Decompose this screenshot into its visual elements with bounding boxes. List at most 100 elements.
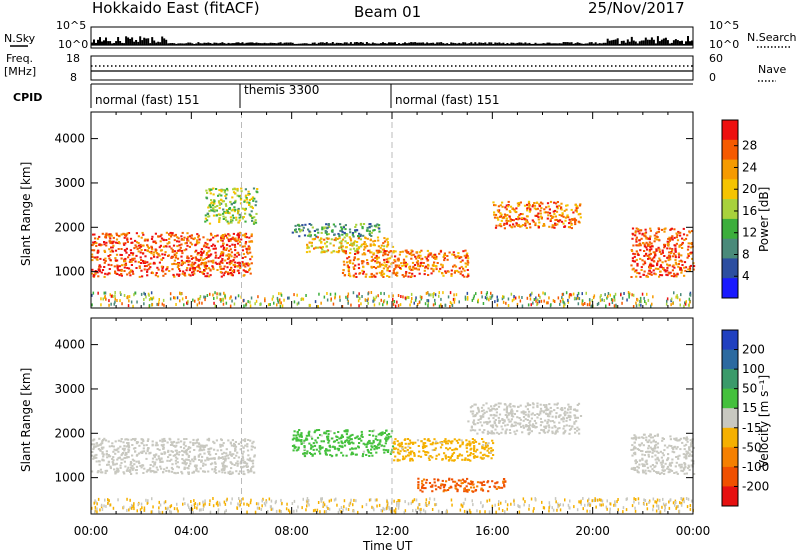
data-cell: [97, 249, 100, 252]
data-cell: [418, 272, 421, 275]
data-cell: [137, 452, 141, 455]
data-cell: [664, 270, 667, 273]
data-cell: [456, 490, 459, 493]
clutter-cell: [513, 297, 515, 301]
data-cell: [206, 275, 209, 278]
data-cell: [454, 487, 457, 490]
nsky-bar: [97, 39, 99, 45]
data-cell: [677, 252, 680, 255]
data-cell: [304, 223, 307, 226]
data-cell: [135, 442, 138, 445]
data-cell: [407, 442, 410, 445]
data-cell: [382, 273, 385, 276]
data-cell: [488, 409, 491, 412]
data-cell: [213, 470, 216, 473]
data-cell: [573, 408, 576, 411]
data-cell: [333, 238, 336, 241]
data-cell: [538, 432, 541, 435]
data-cell: [241, 249, 244, 252]
data-cell: [690, 251, 693, 254]
data-cell: [125, 452, 128, 454]
nsky-bar: [139, 36, 142, 45]
data-cell: [553, 201, 556, 204]
nsky-bar: [634, 41, 637, 45]
data-cell: [481, 410, 484, 413]
data-cell: [207, 448, 210, 451]
data-cell: [633, 434, 636, 437]
data-cell: [373, 445, 376, 447]
data-cell: [557, 415, 561, 418]
nsky-bar: [239, 43, 242, 45]
data-cell: [109, 242, 112, 244]
data-cell: [479, 421, 482, 424]
data-cell: [117, 241, 120, 244]
data-cell: [473, 445, 476, 447]
data-cell: [542, 430, 545, 433]
data-cell: [93, 241, 97, 243]
data-cell: [343, 444, 347, 447]
nsky-bar: [568, 42, 571, 45]
data-cell: [645, 436, 648, 439]
data-cell: [508, 429, 511, 431]
nsky-bar: [404, 42, 406, 45]
data-cell: [124, 262, 127, 265]
nave-tick-top: 60: [709, 52, 723, 65]
clutter-cell: [596, 303, 599, 306]
data-cell: [555, 218, 558, 221]
nsky-bar: [263, 42, 266, 45]
clutter-cell: [158, 301, 160, 305]
data-cell: [352, 452, 355, 455]
data-cell: [214, 251, 217, 254]
data-cell: [465, 485, 468, 488]
data-cell: [551, 415, 554, 418]
data-cell: [418, 256, 421, 259]
data-cell: [336, 447, 339, 450]
data-cell: [228, 245, 231, 248]
data-cell: [509, 205, 513, 208]
data-cell: [132, 438, 135, 440]
data-cell: [335, 454, 338, 457]
data-cell: [553, 424, 556, 427]
data-cell: [232, 453, 235, 456]
data-cell: [208, 249, 211, 252]
data-cell: [357, 258, 360, 261]
data-cell: [442, 483, 445, 486]
data-cell: [205, 256, 208, 259]
data-cell: [436, 442, 439, 445]
data-cell: [297, 433, 300, 436]
clutter-cell: [417, 303, 419, 306]
data-cell: [547, 429, 550, 432]
data-cell: [388, 270, 391, 273]
data-cell: [649, 235, 652, 238]
data-cell: [498, 421, 501, 424]
nsky-bar: [560, 43, 563, 45]
data-cell: [574, 221, 577, 223]
clutter-cell: [176, 296, 179, 300]
clutter-cell: [148, 298, 151, 302]
data-cell: [408, 268, 411, 271]
data-cell: [480, 406, 484, 409]
data-cell: [190, 264, 193, 267]
data-cell: [457, 271, 460, 274]
data-cell: [474, 429, 477, 432]
data-cell: [374, 260, 377, 263]
data-cell: [380, 273, 383, 276]
data-cell: [660, 253, 663, 255]
nsky-bar: [177, 43, 180, 45]
data-cell: [430, 267, 433, 270]
data-cell: [542, 411, 545, 414]
nsky-bar: [438, 42, 441, 45]
data-cell: [143, 265, 147, 268]
data-cell: [123, 266, 126, 269]
data-cell: [229, 253, 232, 256]
data-cell: [431, 485, 434, 488]
data-cell: [688, 468, 691, 471]
data-cell: [176, 240, 179, 243]
data-cell: [506, 214, 509, 216]
data-cell: [447, 489, 450, 491]
data-cell: [92, 455, 96, 458]
data-cell: [209, 463, 213, 466]
data-cell: [491, 424, 494, 427]
data-cell: [155, 441, 158, 444]
data-cell: [219, 239, 223, 242]
